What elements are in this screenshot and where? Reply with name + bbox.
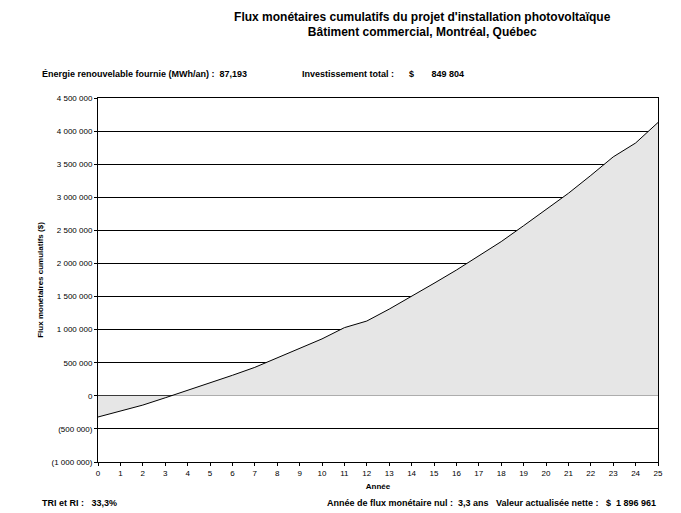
svg-text:0: 0 [88, 392, 93, 401]
svg-text:3 500 000: 3 500 000 [57, 160, 93, 169]
svg-text:0: 0 [96, 469, 101, 478]
svg-text:Investissement total : $: Investissement total : $ 849 804 [302, 69, 464, 79]
svg-text:3 000 000: 3 000 000 [57, 193, 93, 202]
svg-text:2 000 000: 2 000 000 [57, 259, 93, 268]
svg-text:Énergie renouvelable fournie (: Énergie renouvelable fournie (MWh/an) : … [42, 69, 247, 79]
svg-text:20: 20 [542, 469, 551, 478]
svg-text:4: 4 [185, 469, 190, 478]
svg-text:1: 1 [118, 469, 123, 478]
svg-text:Flux monétaires cumulatifs du: Flux monétaires cumulatifs du projet d'i… [234, 10, 611, 40]
svg-text:16: 16 [452, 469, 461, 478]
svg-text:5: 5 [208, 469, 213, 478]
svg-text:6: 6 [230, 469, 235, 478]
svg-text:12: 12 [362, 469, 371, 478]
svg-text:2: 2 [141, 469, 146, 478]
svg-text:18: 18 [497, 469, 506, 478]
svg-text:25: 25 [654, 469, 663, 478]
svg-text:2 500 000: 2 500 000 [57, 226, 93, 235]
svg-text:19: 19 [519, 469, 528, 478]
svg-text:11: 11 [340, 469, 349, 478]
svg-text:(500 000): (500 000) [58, 425, 93, 434]
svg-text:22: 22 [586, 469, 595, 478]
svg-text:9: 9 [297, 469, 302, 478]
svg-text:3: 3 [163, 469, 168, 478]
svg-text:TRI et RI : 33,3%: TRI et RI : 33,3% [42, 498, 117, 508]
svg-text:24: 24 [631, 469, 640, 478]
svg-text:10: 10 [318, 469, 327, 478]
svg-text:500 000: 500 000 [63, 359, 92, 368]
svg-text:Année: Année [366, 482, 391, 491]
svg-text:Flux monétaires cumulatifs ($): Flux monétaires cumulatifs ($) [36, 222, 45, 338]
svg-text:1 000 000: 1 000 000 [57, 325, 93, 334]
svg-text:17: 17 [474, 469, 483, 478]
svg-text:(1 000 000): (1 000 000) [51, 458, 92, 467]
svg-text:21: 21 [564, 469, 573, 478]
svg-text:15: 15 [430, 469, 439, 478]
svg-text:23: 23 [609, 469, 618, 478]
svg-text:7: 7 [253, 469, 258, 478]
svg-text:4 000 000: 4 000 000 [57, 127, 93, 136]
svg-text:13: 13 [385, 469, 394, 478]
svg-text:1 500 000: 1 500 000 [57, 292, 93, 301]
svg-text:14: 14 [407, 469, 416, 478]
svg-text:Valeur actualisée nette : $: Valeur actualisée nette : $ 1 896 961 [496, 498, 656, 508]
svg-text:Année de flux monétaire nul :: Année de flux monétaire nul : 3,3 ans [327, 498, 489, 508]
svg-text:4 500 000: 4 500 000 [57, 94, 93, 103]
svg-text:8: 8 [275, 469, 280, 478]
